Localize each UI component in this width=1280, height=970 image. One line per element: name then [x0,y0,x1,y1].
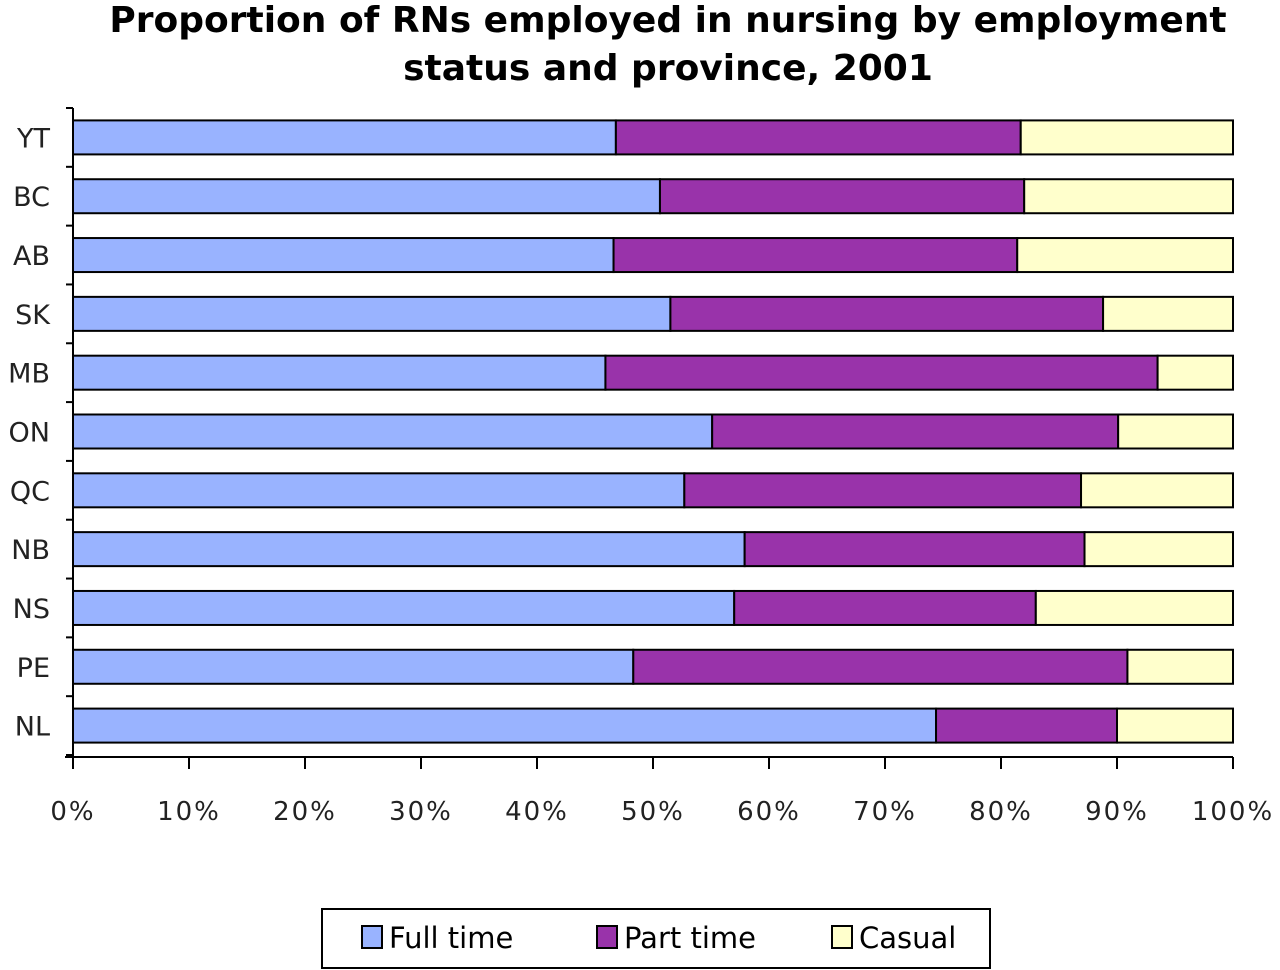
category-label-ns: NS [13,594,50,625]
bar-ab-part-time [612,237,1019,274]
bars-layer [72,119,1235,744]
bar-nl-full-time [72,707,938,744]
category-label-ab: AB [13,241,50,272]
bar-mb-part-time [604,354,1159,391]
bar-sk-casual [1102,295,1234,332]
bar-bc-casual [1023,178,1234,215]
category-label-on: ON [9,418,50,449]
bar-mb-casual [1156,354,1234,391]
x-tick-label: 100% [1192,797,1274,827]
bar-ab-full-time [72,237,615,274]
bar-pe-casual [1126,648,1234,685]
legend-label-casual: Casual [859,921,956,955]
bar-bc-part-time [658,178,1026,215]
bar-mb-full-time [72,354,607,391]
bar-yt-part-time [614,119,1022,156]
bar-ab-casual [1016,237,1234,274]
bar-nb-part-time [743,531,1086,568]
legend: Full time Part time Casual [321,908,991,969]
bar-on-part-time [711,413,1120,450]
bar-bc-full-time [72,178,661,215]
bar-sk-part-time [669,295,1105,332]
bar-nl-casual [1116,707,1234,744]
bar-ns-casual [1034,589,1235,626]
legend-swatch-part-time [596,925,618,949]
x-tick-label: 50% [621,797,685,827]
x-tick-label: 30% [389,797,453,827]
chart-title-line-1: Proportion of RNs employed in nursing by… [109,0,1226,41]
bar-pe-part-time [632,648,1129,685]
category-label-qc: QC [10,476,50,507]
x-tick-label: 40% [505,797,569,827]
bar-ns-part-time [733,589,1037,626]
chart-title: Proportion of RNs employed in nursing by… [109,0,1226,89]
axes-layer: YT BC AB SK MB ON QC NB NS PE NL 0% 10% 20% 30% 40% 50% 6… [8,107,1274,827]
category-label-nl: NL [15,712,50,743]
bar-ns-full-time [72,589,736,626]
bar-yt-full-time [72,119,617,156]
bar-yt-casual [1019,119,1234,156]
bar-nb-casual [1083,531,1235,568]
bar-on-casual [1117,413,1235,450]
legend-swatch-casual [831,925,853,949]
chart-title-line-2: status and province, 2001 [403,48,933,89]
bar-sk-full-time [72,295,672,332]
bar-nb-full-time [72,531,746,568]
x-tick-label: 60% [737,797,801,827]
x-tick-label: 10% [157,797,221,827]
x-tick-label: 70% [853,797,917,827]
category-label-pe: PE [17,653,50,684]
bar-nl-part-time [935,707,1118,744]
legend-swatch-full-time [361,925,383,949]
legend-label-full-time: Full time [389,921,513,955]
bar-qc-full-time [72,472,686,509]
category-label-yt: YT [16,123,50,154]
bar-pe-full-time [72,648,635,685]
category-label-mb: MB [8,359,50,390]
legend-box [321,908,991,969]
x-tick-label: 90% [1085,797,1149,827]
category-label-sk: SK [15,300,51,331]
bar-qc-part-time [683,472,1083,509]
legend-label-part-time: Part time [624,921,756,955]
bar-qc-casual [1080,472,1235,509]
category-label-nb: NB [11,535,50,566]
category-label-bc: BC [13,182,50,213]
x-tick-label: 80% [969,797,1033,827]
bar-on-full-time [72,413,714,450]
x-tick-label: 20% [273,797,337,827]
x-tick-label: 0% [50,797,95,827]
